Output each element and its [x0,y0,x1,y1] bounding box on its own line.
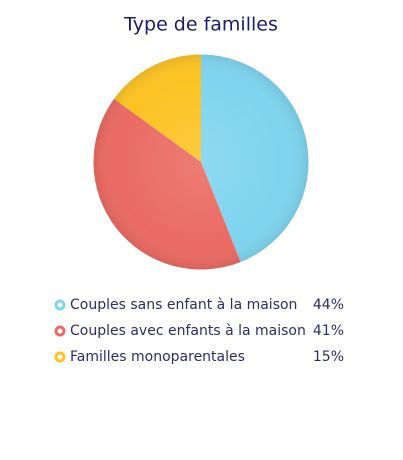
legend: Couples sans enfant à la maison 44% Couple… [54,297,344,365]
value-label: 15% [313,349,344,365]
chart-title: Type de familles [123,14,278,36]
legend-label: Couples sans enfant à la maison [70,297,297,313]
legend-marker [54,299,66,311]
legend-label: Familles monoparentales [70,349,245,365]
legend-label: Couples avec enfants à la maison [70,323,306,339]
pie [93,54,309,270]
value-label: 44% [313,297,344,313]
legend-marker [54,325,66,337]
legend-marker [54,351,66,363]
value-label: 41% [313,323,344,339]
